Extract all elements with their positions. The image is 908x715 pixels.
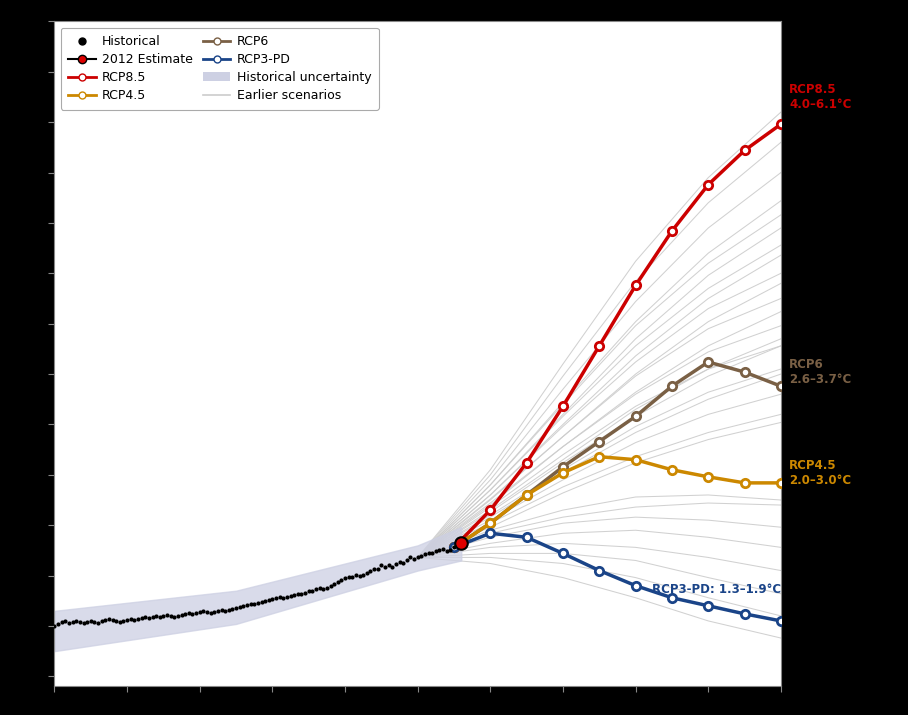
Text: RCP8.5
4.0–6.1°C: RCP8.5 4.0–6.1°C (789, 84, 852, 112)
Text: RCP3-PD: 1.3–1.9°C: RCP3-PD: 1.3–1.9°C (652, 583, 781, 596)
Legend: Historical, 2012 Estimate, RCP8.5, RCP4.5, RCP6, RCP3-PD, Historical uncertainty: Historical, 2012 Estimate, RCP8.5, RCP4.… (61, 28, 379, 109)
Text: RCP4.5
2.0–3.0°C: RCP4.5 2.0–3.0°C (789, 459, 852, 487)
Text: RCP6
2.6–3.7°C: RCP6 2.6–3.7°C (789, 358, 852, 386)
